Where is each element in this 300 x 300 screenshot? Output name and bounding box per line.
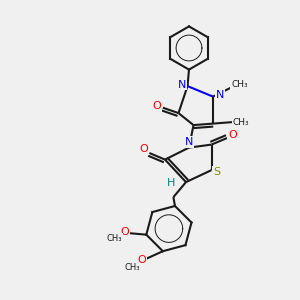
Text: O: O: [120, 227, 129, 237]
Text: CH₃: CH₃: [107, 234, 122, 243]
Text: CH₃: CH₃: [231, 80, 248, 89]
Text: S: S: [213, 167, 220, 177]
Text: H: H: [167, 178, 175, 188]
Text: N: N: [185, 137, 193, 147]
Text: N: N: [215, 90, 224, 100]
Text: CH₃: CH₃: [124, 263, 140, 272]
Text: N: N: [178, 80, 186, 90]
Text: O: O: [140, 144, 148, 154]
Text: CH₃: CH₃: [232, 118, 249, 127]
Text: O: O: [137, 255, 146, 265]
Text: O: O: [228, 130, 237, 140]
Text: O: O: [152, 101, 161, 111]
